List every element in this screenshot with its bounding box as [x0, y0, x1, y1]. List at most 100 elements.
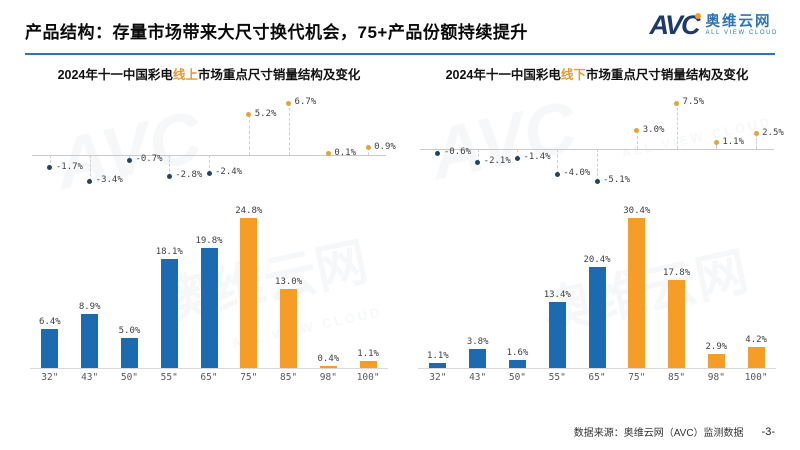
scatter-connector: [368, 147, 370, 155]
bar-value-label: 2.9%: [705, 341, 728, 352]
header: 产品结构：存量市场带来大尺寸换代机会，75+产品份额持续提升 AVC 奥维云网 …: [25, 12, 778, 43]
x-axis-label: 50": [508, 372, 527, 383]
bar: [508, 360, 526, 368]
scatter-value-label: -2.8%: [175, 170, 203, 181]
x-axis-label: 32": [41, 372, 59, 383]
bar: [319, 365, 337, 368]
scatter-value-label: 0.9%: [374, 141, 396, 152]
chart-title-suffix: 市场重点尺寸销量结构及变化: [585, 68, 749, 82]
bar-column: 1.6%: [498, 348, 538, 368]
header-divider: [25, 53, 775, 55]
bar-value-label: 1.1%: [427, 350, 449, 361]
chart-offline: 2024年十一中国彩电线下市场重点尺寸销量结构及变化 -0.6% -2.1% -1.…: [418, 64, 784, 383]
charts-row: 2024年十一中国彩电线上市场重点尺寸销量结构及变化 -1.7% -3.4% -0.…: [30, 64, 784, 383]
scatter-panel: -0.6% -2.1% -1.4% -4.0% -5.1% 3.0% 7.5% 1.1% 2.5…: [418, 87, 784, 203]
bar-column: 3.8%: [458, 337, 498, 368]
bar-value-label: 13.0%: [275, 277, 303, 288]
x-axis-label: 85": [667, 372, 686, 383]
scatter-point: [753, 131, 759, 137]
bar-value-label: 18.1%: [155, 246, 183, 257]
logo-name-cn: 奥维云网: [705, 13, 772, 30]
bar: [548, 301, 566, 368]
x-axis-label: 98": [319, 372, 337, 383]
scatter-value-label: 5.2%: [254, 108, 277, 119]
bar-value-label: 30.4%: [623, 206, 651, 216]
chart-online: 2024年十一中国彩电线上市场重点尺寸销量结构及变化 -1.7% -3.4% -0.…: [30, 64, 396, 383]
scatter-connector: [756, 133, 758, 150]
scatter-connector: [209, 154, 210, 174]
page-title: 产品结构：存量市场带来大尺寸换代机会，75+产品份额持续提升: [25, 23, 528, 42]
x-axis-label: 75": [240, 372, 258, 383]
bar: [469, 349, 487, 368]
x-axis-label: 55": [548, 372, 566, 383]
x-axis-label: 50": [120, 372, 139, 383]
scatter-point: [286, 100, 292, 106]
scatter-value-label: 0.1%: [334, 147, 357, 158]
bar-column: 0.4%: [308, 354, 348, 368]
bar: [628, 218, 646, 368]
scatter-value-label: -3.4%: [95, 175, 123, 185]
bar-column: 30.4%: [617, 206, 657, 368]
bar: [81, 314, 99, 368]
data-source: 数据来源：奥维云网（AVC）监测数据: [573, 428, 744, 439]
bar-column: 17.8%: [657, 268, 697, 368]
scatter-connector: [288, 103, 290, 155]
scatter-value-label: 2.5%: [762, 127, 784, 138]
scatter-value-label: -4.0%: [563, 168, 591, 179]
scatter-point: [87, 178, 93, 184]
scatter-point: [514, 155, 520, 161]
scatter-point: [713, 140, 719, 146]
scatter-point: [206, 170, 212, 176]
x-axis: 32" 43" 50" 55" 65" 75" 85" 98" 100": [30, 372, 388, 383]
bar-column: 19.8%: [189, 236, 229, 368]
bar-value-label: 17.8%: [663, 268, 691, 279]
scatter-point: [126, 157, 132, 163]
scatter-connector: [676, 103, 678, 150]
bar-value-label: 19.8%: [195, 236, 223, 247]
bar: [120, 337, 138, 368]
scatter-connector: [716, 142, 718, 150]
scatter-point: [554, 171, 560, 177]
scatter-value-label: -0.6%: [443, 147, 471, 158]
bar: [200, 248, 218, 368]
avc-logo-text: AVC: [649, 12, 702, 39]
scatter-value-label: 7.5%: [682, 97, 705, 107]
x-axis-label: 55": [160, 372, 178, 383]
chart-title: 2024年十一中国彩电线下市场重点尺寸销量结构及变化: [418, 64, 776, 83]
bar: [588, 267, 606, 368]
bar-column: 1.1%: [418, 351, 458, 368]
chart-title-suffix: 市场重点尺寸销量结构及变化: [197, 68, 361, 82]
bar: [359, 361, 377, 368]
bar-column: 18.1%: [149, 247, 189, 368]
bar-column: 24.8%: [229, 206, 269, 368]
scatter-value-label: -5.1%: [603, 175, 631, 185]
bar-panel: 6.4% 8.9% 5.0% 18.1% 19.8% 24.8% 13.0% 0.4% 1.1%: [30, 203, 388, 369]
x-axis-label: 32": [429, 372, 447, 383]
bar: [160, 258, 178, 368]
bar: [707, 353, 725, 368]
logo-name-en: ALL VIEW CLOUD: [705, 30, 778, 37]
x-axis-label: 98": [707, 372, 725, 383]
x-axis: 32" 43" 50" 55" 65" 75" 85" 98" 100": [418, 372, 776, 383]
bar: [668, 280, 686, 368]
scatter-value-label: -1.7%: [55, 161, 83, 172]
bar-value-label: 0.4%: [317, 353, 340, 364]
scatter-point: [246, 112, 252, 118]
bar-column: 13.4%: [537, 290, 577, 368]
footer: 数据来源：奥维云网（AVC）监测数据 -3-: [573, 424, 775, 440]
bar: [747, 347, 765, 368]
bar-value-label: 13.4%: [543, 289, 571, 300]
scatter-value-label: 3.0%: [642, 124, 665, 135]
bar-value-label: 1.6%: [506, 348, 529, 359]
scatter-panel: -1.7% -3.4% -0.7% -2.8% -2.4% 5.2% 6.7% 0.1% 0.9…: [30, 87, 396, 203]
scatter-point: [166, 173, 172, 179]
bar-value-label: 5.0%: [118, 325, 141, 336]
bar-value-label: 4.2%: [745, 335, 767, 346]
x-axis-label: 43": [469, 372, 487, 383]
bar: [41, 329, 59, 368]
chart-title-highlight: 线下: [560, 68, 586, 82]
scatter-connector: [636, 130, 638, 150]
bar-value-label: 1.1%: [357, 349, 379, 360]
bar-value-label: 8.9%: [78, 302, 101, 313]
x-axis-label: 75": [628, 372, 646, 383]
